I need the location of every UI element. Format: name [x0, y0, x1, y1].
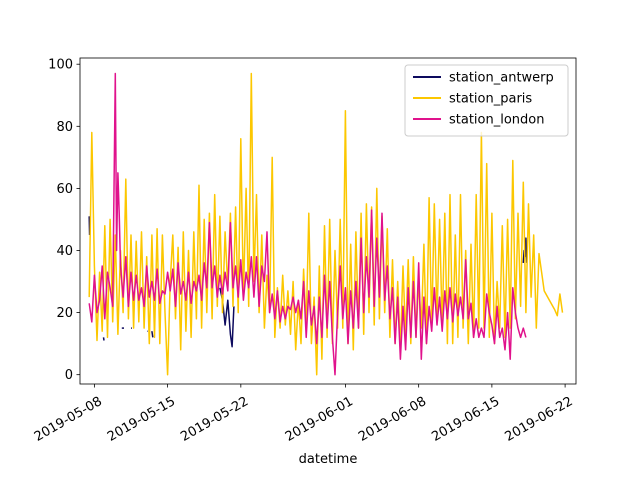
- y-axis: 0 20 40 60 80 100: [48, 58, 80, 383]
- y-tick-label: 0: [65, 368, 73, 383]
- y-tick-label: 60: [56, 182, 73, 197]
- series-layer: [88, 72, 564, 376]
- plot-frame: [79, 57, 577, 385]
- legend-box: [404, 64, 569, 137]
- series-line-station_antwerp-5: [151, 331, 154, 338]
- series-line-station_london-0: [88, 72, 527, 376]
- y-tick-label: 40: [56, 244, 73, 259]
- legend: station_antwerp station_paris station_lond…: [404, 64, 569, 137]
- x-axis-title: datetime: [299, 452, 358, 467]
- y-tick-label: 20: [56, 306, 73, 321]
- series-line-station_antwerp-1: [102, 337, 105, 341]
- y-tick-label: 100: [48, 58, 73, 73]
- y-tick-label: 80: [56, 120, 73, 135]
- series-station_london: [88, 72, 527, 376]
- legend-label-station_london: station_london: [449, 113, 545, 128]
- legend-label-station_antwerp: station_antwerp: [449, 71, 554, 86]
- legend-label-station_paris: station_paris: [449, 92, 532, 107]
